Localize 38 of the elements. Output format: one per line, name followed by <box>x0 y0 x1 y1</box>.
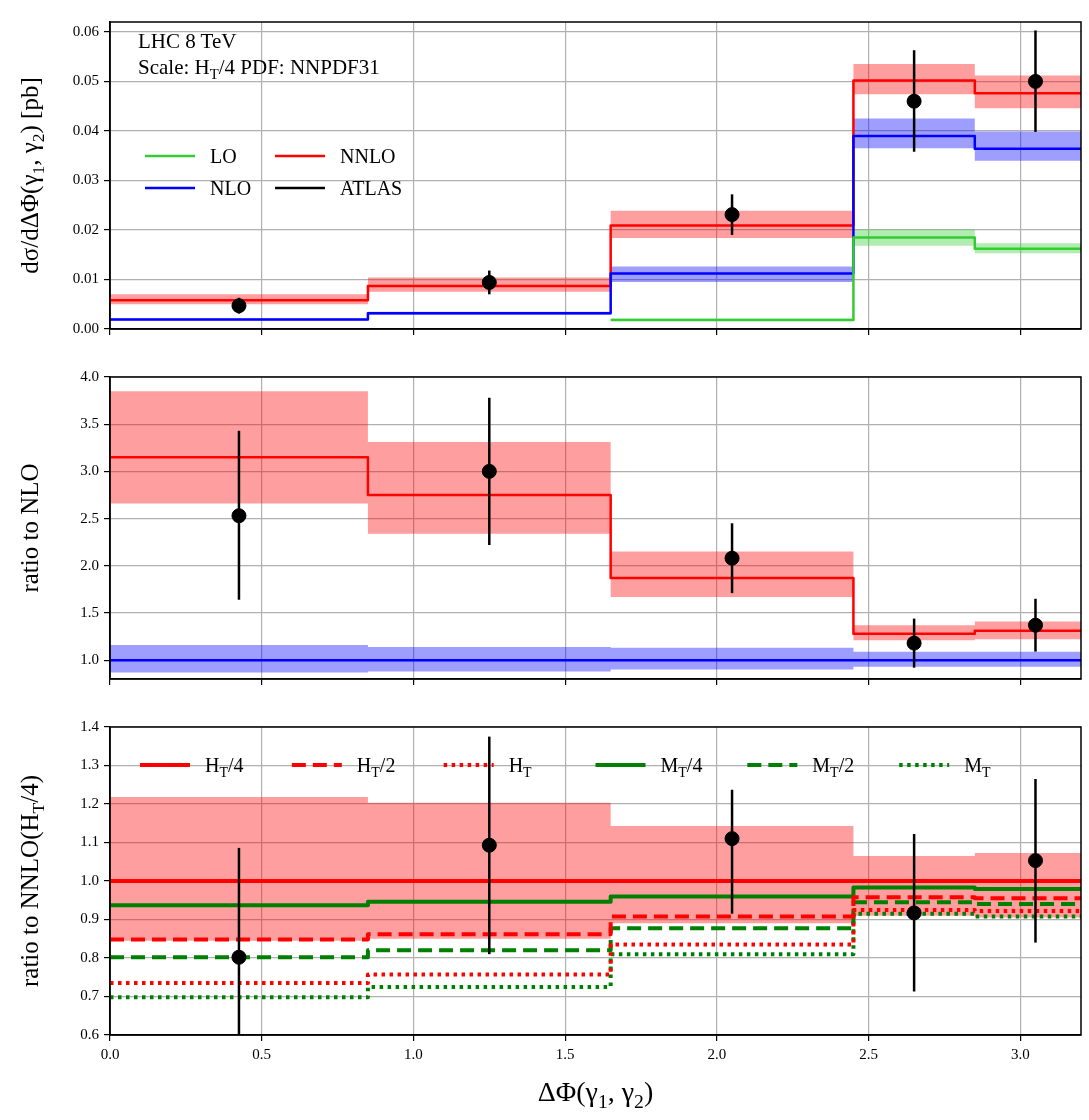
y-tick-label: 0.00 <box>72 319 99 336</box>
y-tick-label: 1.5 <box>80 603 99 620</box>
y-tick-label: 0.06 <box>72 22 100 39</box>
legend-label: NNLO <box>340 145 396 167</box>
y-tick-label: 3.0 <box>80 462 99 479</box>
y-tick-label: 1.1 <box>80 833 99 850</box>
y-tick-label: 2.5 <box>80 509 99 526</box>
x-tick-label: 0.0 <box>100 1045 120 1062</box>
y-axis-title: ratio to NNLO(HT/4) <box>16 774 49 988</box>
y-axis-title: ratio to NLO <box>16 463 43 593</box>
legend-label: ATLAS <box>340 177 403 199</box>
y-tick-label: 3.5 <box>80 415 99 432</box>
x-tick-label: 2.5 <box>859 1045 878 1062</box>
x-tick-label: 2.0 <box>707 1045 727 1062</box>
x-tick-label: 0.5 <box>252 1045 272 1062</box>
legend-label: NLO <box>210 177 252 199</box>
y-tick-label: 0.8 <box>80 948 99 965</box>
x-tick-label: 3.0 <box>1010 1045 1030 1062</box>
y-tick-label: 0.9 <box>80 910 99 927</box>
x-tick-label: 1.0 <box>404 1045 423 1062</box>
y-tick-label: 1.2 <box>80 794 99 811</box>
y-tick-label: 0.05 <box>72 72 99 89</box>
y-tick-label: 0.02 <box>72 220 99 237</box>
y-tick-label: 1.0 <box>80 871 99 888</box>
y-tick-label: 0.03 <box>72 171 99 188</box>
y-axis-title: dσ/dΔΦ(γ1, γ2) [pb] <box>16 77 49 274</box>
y-tick-label: 2.0 <box>80 556 99 573</box>
y-tick-label: 4.0 <box>80 367 99 384</box>
y-tick-label: 1.0 <box>80 651 99 668</box>
y-tick-label: 0.01 <box>72 270 99 287</box>
y-tick-label: 0.7 <box>80 987 100 1004</box>
legend-label: LO <box>210 145 237 167</box>
annotation: LHC 8 TeV <box>138 29 237 53</box>
y-tick-label: 0.6 <box>80 1025 100 1042</box>
x-tick-label: 1.5 <box>555 1045 575 1062</box>
y-tick-label: 0.04 <box>72 121 100 138</box>
y-tick-label: 1.4 <box>80 717 100 734</box>
y-tick-label: 1.3 <box>80 756 99 773</box>
